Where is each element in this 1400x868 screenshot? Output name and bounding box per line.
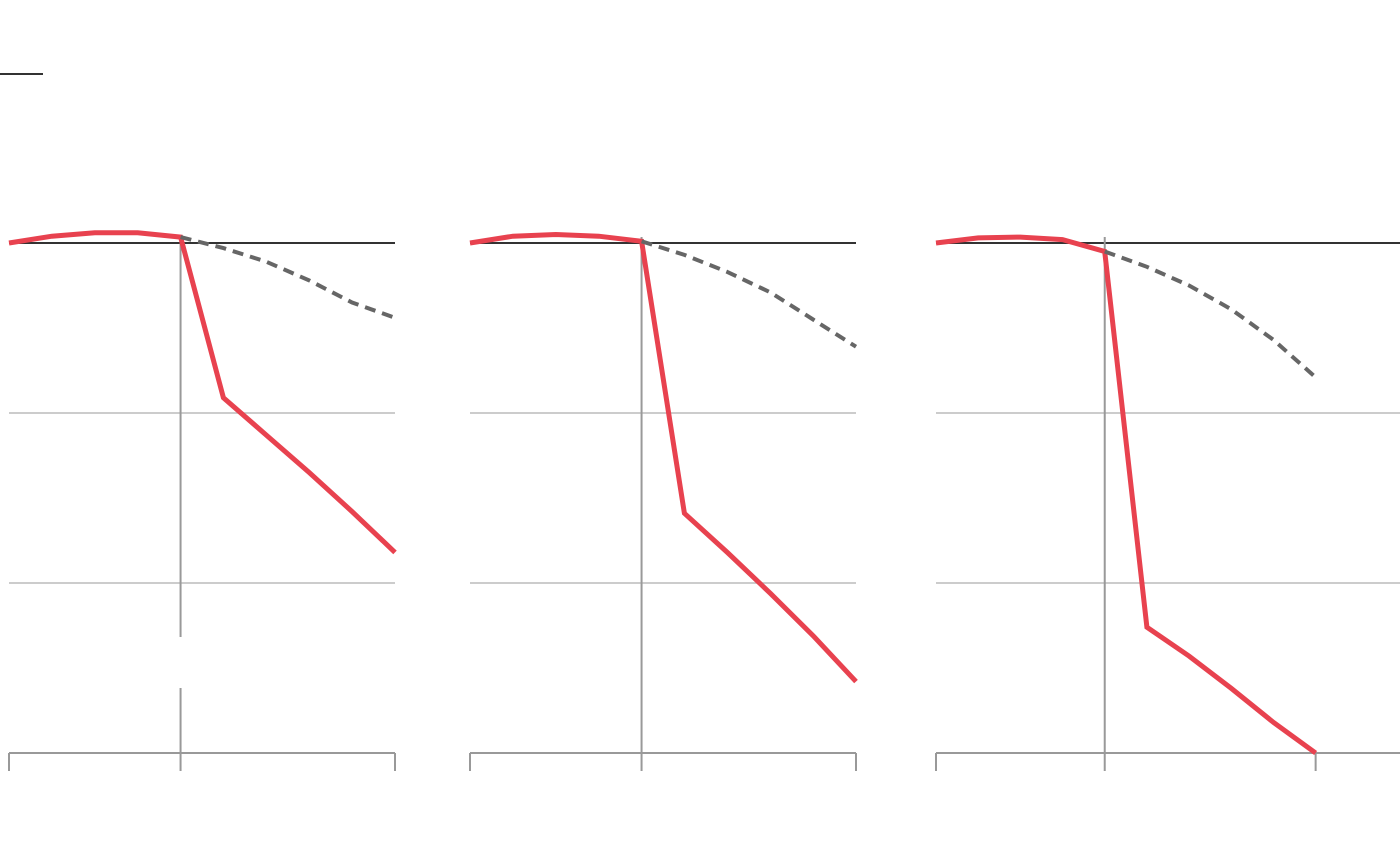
projection-line <box>180 235 396 320</box>
projection-line <box>640 239 858 349</box>
actual-line <box>8 230 397 555</box>
projection-line <box>1104 249 1317 379</box>
actual-line <box>935 234 1318 756</box>
actual-line <box>469 231 858 684</box>
header-rule <box>0 73 43 75</box>
